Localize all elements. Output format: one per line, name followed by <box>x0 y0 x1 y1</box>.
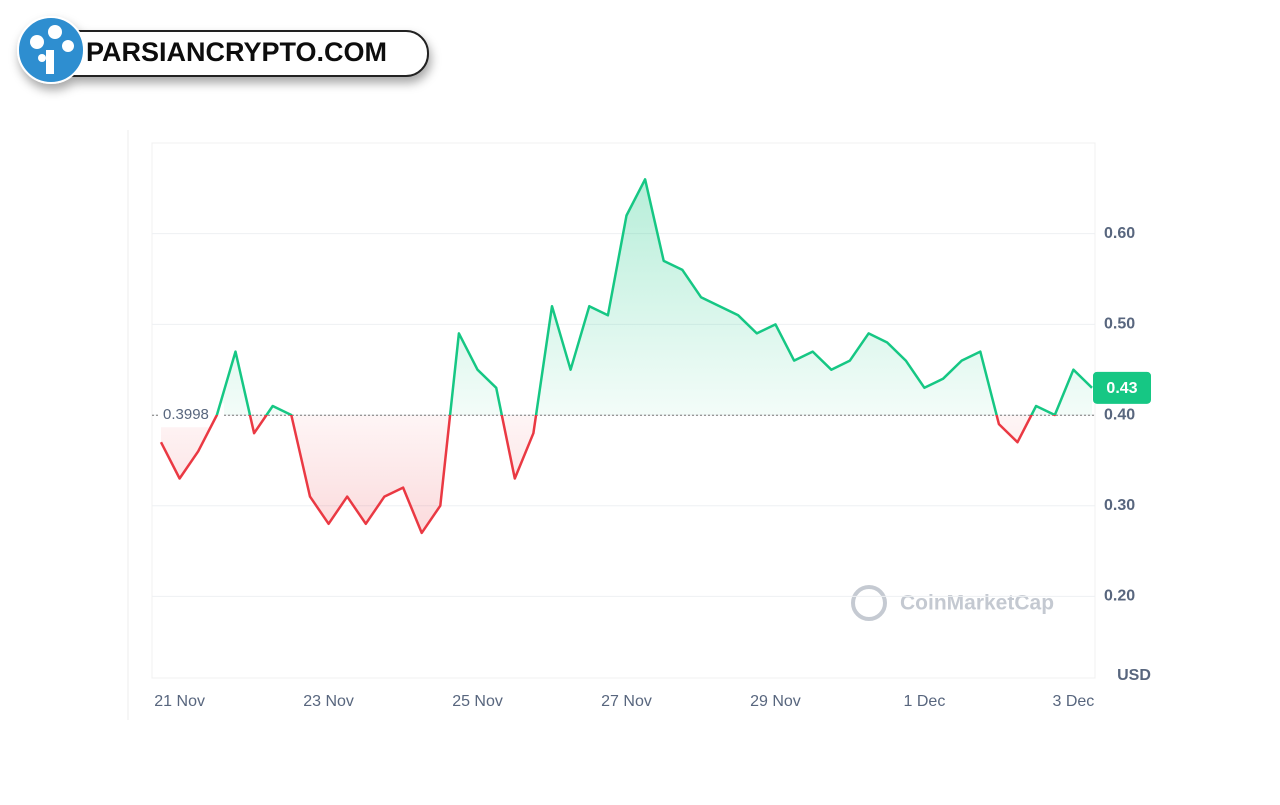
last-price-pill <box>1093 371 1151 404</box>
x-tick-label: 27 Nov <box>601 693 652 710</box>
watermark: CoinMarketCap <box>851 585 1054 621</box>
y-tick-label: 0.30 <box>1104 497 1135 514</box>
brand-icon-tree <box>30 25 74 74</box>
price-line <box>159 178 1093 535</box>
y-tick-label: 0.40 <box>1104 406 1135 423</box>
last-price: 0.43 <box>1106 380 1137 397</box>
watermark-text: CoinMarketCap <box>900 592 1054 615</box>
y-tick-label: 0.60 <box>1104 225 1135 242</box>
x-tick-label: 29 Nov <box>750 693 801 710</box>
x-tick-label: 25 Nov <box>452 693 503 710</box>
x-tick-label: 3 Dec <box>1052 693 1094 710</box>
brand-logo: PARSIANCRYPTO.COM <box>17 16 429 84</box>
plot-frame <box>151 142 1096 679</box>
baseline-label: 0.3998 <box>163 406 209 423</box>
y-tick-label: 0.50 <box>1104 316 1135 333</box>
y-unit: USD <box>1117 667 1151 684</box>
area <box>161 179 1092 533</box>
x-tick-label: 23 Nov <box>303 693 354 710</box>
y-tick-label: 0.20 <box>1104 588 1135 605</box>
brand-text: PARSIANCRYPTO.COM <box>86 37 387 67</box>
x-tick-label: 21 Nov <box>154 693 205 710</box>
x-tick-label: 1 Dec <box>904 693 946 710</box>
